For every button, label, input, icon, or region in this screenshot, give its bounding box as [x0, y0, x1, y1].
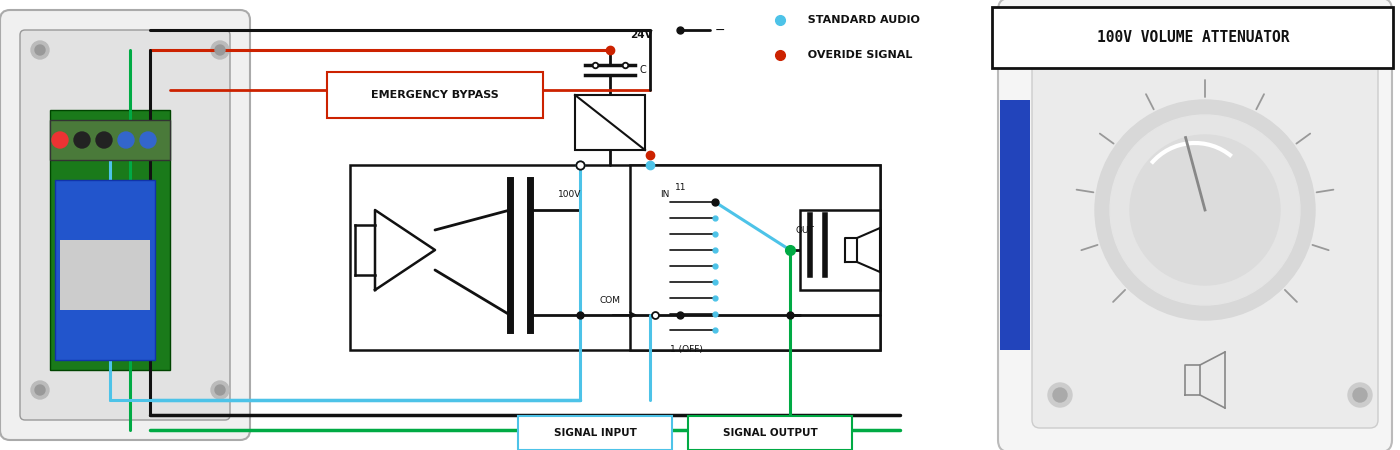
- Bar: [575, 95, 645, 150]
- Text: 11: 11: [675, 183, 686, 192]
- Circle shape: [1352, 388, 1366, 402]
- Circle shape: [35, 385, 45, 395]
- Text: C: C: [640, 65, 647, 75]
- Circle shape: [1130, 135, 1280, 285]
- FancyBboxPatch shape: [20, 30, 230, 420]
- Text: 24V: 24V: [630, 30, 652, 40]
- Circle shape: [35, 45, 45, 55]
- Circle shape: [52, 132, 69, 148]
- Circle shape: [1049, 383, 1072, 407]
- Circle shape: [118, 132, 134, 148]
- Text: EMERGENCY BYPASS: EMERGENCY BYPASS: [371, 90, 498, 100]
- Text: SIGNAL OUTPUT: SIGNAL OUTPUT: [722, 428, 818, 438]
- Text: 100V: 100V: [559, 190, 581, 199]
- Circle shape: [1348, 23, 1372, 47]
- Circle shape: [140, 132, 155, 148]
- Circle shape: [1095, 100, 1315, 320]
- Circle shape: [1348, 383, 1372, 407]
- Bar: [350, 165, 881, 350]
- Text: IN: IN: [659, 190, 669, 199]
- Text: 1 (OFF): 1 (OFF): [671, 345, 703, 354]
- FancyBboxPatch shape: [687, 416, 853, 450]
- Bar: [50, 120, 169, 160]
- Bar: [50, 110, 169, 370]
- FancyBboxPatch shape: [0, 10, 251, 440]
- Circle shape: [31, 381, 49, 399]
- Circle shape: [216, 45, 225, 55]
- Text: SIGNAL INPUT: SIGNAL INPUT: [553, 428, 637, 438]
- Circle shape: [211, 381, 230, 399]
- FancyBboxPatch shape: [998, 0, 1392, 450]
- Bar: [55, 180, 155, 360]
- Text: COM: COM: [601, 296, 622, 305]
- Circle shape: [1352, 28, 1366, 42]
- FancyBboxPatch shape: [518, 416, 672, 450]
- Text: STANDARD AUDIO: STANDARD AUDIO: [799, 15, 920, 25]
- Circle shape: [1049, 23, 1072, 47]
- Circle shape: [97, 132, 112, 148]
- FancyBboxPatch shape: [1032, 22, 1378, 428]
- Circle shape: [1110, 115, 1301, 305]
- Bar: [630, 165, 881, 350]
- Text: OUT: OUT: [795, 226, 813, 235]
- Bar: [60, 240, 150, 310]
- Text: −: −: [715, 23, 725, 36]
- FancyBboxPatch shape: [328, 72, 543, 118]
- Circle shape: [216, 385, 225, 395]
- FancyBboxPatch shape: [993, 7, 1393, 68]
- Circle shape: [74, 132, 90, 148]
- Text: 100V VOLUME ATTENUATOR: 100V VOLUME ATTENUATOR: [1096, 30, 1289, 45]
- Circle shape: [31, 41, 49, 59]
- Text: OVERIDE SIGNAL: OVERIDE SIGNAL: [799, 50, 913, 60]
- Circle shape: [1053, 388, 1067, 402]
- Circle shape: [1053, 28, 1067, 42]
- Bar: [799, 210, 881, 290]
- Circle shape: [211, 41, 230, 59]
- Bar: [1000, 100, 1030, 350]
